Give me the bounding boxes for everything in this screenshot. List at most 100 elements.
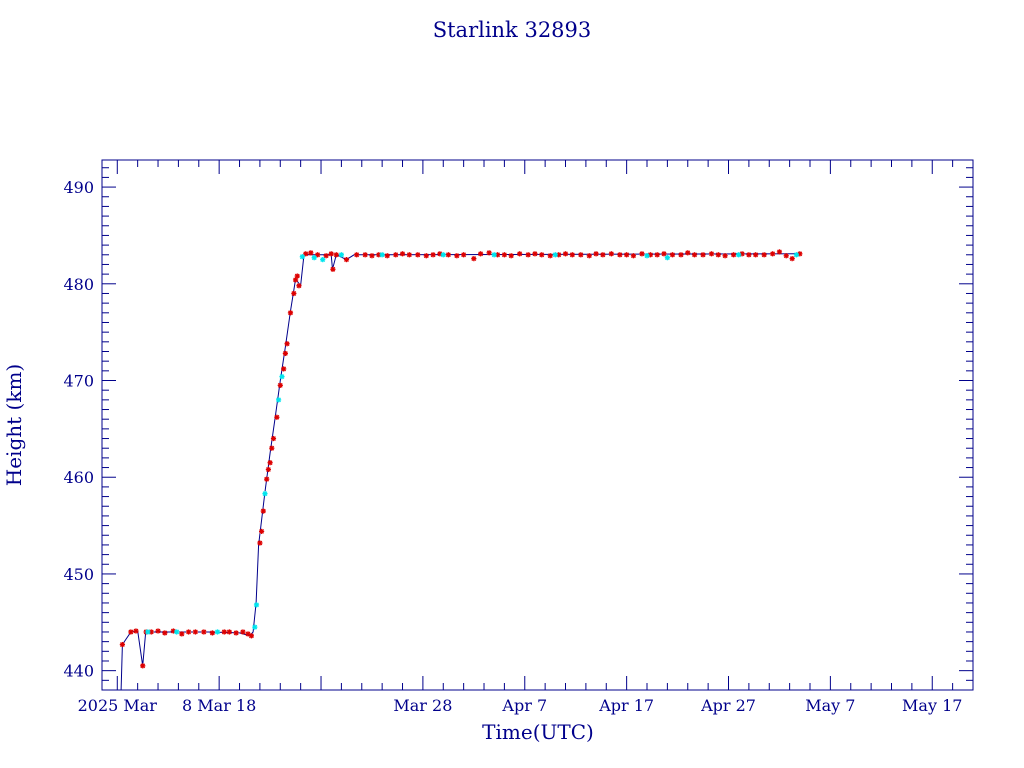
data-point (624, 252, 630, 258)
data-point (296, 283, 302, 289)
data-point (415, 252, 421, 258)
data-point (221, 629, 227, 635)
data-point (209, 630, 215, 636)
data-point (128, 629, 134, 635)
data-point (508, 253, 514, 259)
data-point (423, 253, 429, 259)
data-point (133, 628, 139, 634)
data-point (678, 252, 684, 258)
data-point (644, 253, 650, 259)
data-point (162, 630, 168, 636)
data-point (275, 397, 282, 403)
x-tick-label: Apr 27 (700, 696, 756, 715)
data-point (328, 251, 334, 257)
data-point (486, 250, 492, 256)
data-point (578, 252, 584, 258)
data-point (260, 508, 266, 514)
data-point (265, 466, 271, 473)
data-point (753, 252, 759, 258)
data-point (258, 528, 265, 534)
data-point (248, 633, 255, 639)
y-tick-label: 450 (63, 565, 94, 584)
data-point (685, 250, 691, 256)
data-point (252, 624, 258, 630)
data-point (600, 252, 606, 258)
data-point (323, 253, 329, 259)
data-point (654, 252, 660, 258)
data-point (379, 252, 385, 258)
data-point (240, 629, 246, 635)
data-point (226, 629, 232, 635)
data-point (291, 290, 297, 297)
data-point (185, 629, 192, 635)
data-point (430, 252, 436, 258)
data-point (731, 252, 737, 258)
data-point (369, 253, 375, 259)
chart-title: Starlink 32893 (433, 18, 592, 42)
plot-area (119, 249, 803, 690)
data-point (539, 252, 545, 258)
data-point (284, 341, 290, 347)
data-point (461, 252, 467, 258)
axis-ticks (102, 160, 974, 691)
x-tick-label: Mar 28 (393, 696, 452, 715)
data-point (262, 491, 268, 497)
data-point (362, 252, 368, 258)
plot-frame (101, 159, 974, 691)
data-point (320, 257, 326, 263)
y-tick-label: 440 (63, 662, 94, 681)
data-point (501, 252, 507, 258)
data-point (715, 252, 721, 258)
data-point (478, 251, 484, 257)
data-point (761, 252, 767, 258)
data-point (593, 251, 599, 257)
data-point (267, 460, 273, 466)
data-point (343, 257, 350, 263)
data-point (145, 629, 151, 635)
data-point (277, 382, 283, 388)
data-point (274, 414, 280, 420)
data-point (338, 252, 344, 258)
data-point (793, 252, 800, 258)
data-point (491, 252, 497, 258)
data-point (174, 629, 180, 635)
data-point (282, 350, 288, 357)
data-point (708, 251, 715, 257)
data-point (311, 255, 317, 261)
data-point (264, 476, 270, 482)
data-point (201, 629, 207, 635)
series-line (120, 253, 800, 690)
y-tick-label: 480 (63, 275, 94, 294)
data-point (399, 251, 406, 257)
data-point (517, 251, 523, 257)
data-point (445, 252, 451, 258)
data-point (119, 641, 125, 648)
data-point (722, 253, 728, 259)
data-point (269, 445, 275, 451)
data-point (270, 435, 277, 442)
data-point (669, 252, 676, 258)
data-point (454, 253, 460, 259)
data-point (140, 663, 146, 669)
data-point (155, 628, 161, 634)
data-point (608, 251, 614, 257)
data-point (532, 251, 538, 257)
data-point (287, 310, 294, 316)
data-point (214, 629, 221, 635)
data-point (233, 630, 239, 636)
x-tick-label: May 17 (902, 696, 962, 715)
data-point (354, 252, 360, 258)
tick-labels: 440 450 460 470 480 490 2025 Mar 8 Mar 18 Mar 28… (63, 178, 962, 715)
data-point (562, 251, 569, 257)
data-point (569, 252, 575, 258)
y-tick-label: 490 (63, 178, 94, 197)
data-point (691, 252, 698, 258)
data-point (746, 252, 752, 258)
data-point (630, 253, 637, 259)
data-point (281, 366, 287, 372)
data-point (253, 602, 260, 608)
data-point (770, 251, 776, 257)
data-point (333, 252, 339, 258)
data-point (736, 252, 742, 258)
x-tick-label: Apr 17 (598, 696, 654, 715)
